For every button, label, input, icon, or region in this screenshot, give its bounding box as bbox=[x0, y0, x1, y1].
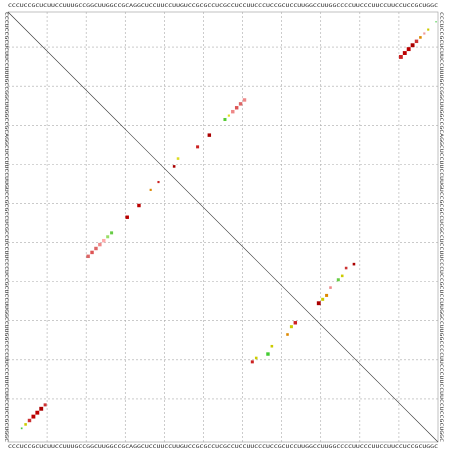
dot bbox=[238, 102, 243, 106]
dot bbox=[98, 242, 102, 247]
dot bbox=[340, 274, 344, 278]
dot bbox=[352, 262, 356, 266]
dot bbox=[423, 32, 426, 35]
dot bbox=[35, 410, 40, 415]
dot bbox=[242, 98, 247, 102]
sequence-bottom: CCCUCCGCUCUUCCUUUGCCGGCUUGGCCGCAGGCUCCUU… bbox=[8, 444, 439, 449]
dot bbox=[321, 297, 325, 301]
dot bbox=[270, 344, 274, 348]
dot bbox=[266, 352, 270, 356]
dot bbox=[419, 36, 422, 39]
dot bbox=[325, 293, 329, 297]
dot bbox=[398, 55, 403, 59]
sequence-top: CCCUCCGCUCUUCCUUUGCCGGCUUGGCCGCAGGCUCCUU… bbox=[8, 3, 439, 8]
dot bbox=[231, 109, 235, 114]
dot bbox=[316, 301, 321, 306]
dot bbox=[402, 51, 407, 55]
dot bbox=[336, 278, 340, 282]
dot bbox=[137, 203, 141, 208]
dot bbox=[24, 423, 27, 426]
dot bbox=[293, 321, 298, 325]
plot-frame bbox=[7, 11, 439, 443]
dot bbox=[110, 231, 114, 235]
dot bbox=[234, 106, 239, 110]
diagonal bbox=[7, 11, 439, 443]
dot bbox=[435, 21, 437, 23]
dot bbox=[223, 117, 227, 122]
dot bbox=[149, 188, 152, 191]
dot bbox=[31, 414, 36, 419]
dot bbox=[27, 418, 32, 423]
dot bbox=[414, 39, 419, 44]
dot bbox=[176, 157, 180, 160]
dot bbox=[94, 246, 98, 251]
dot bbox=[254, 356, 258, 360]
dot bbox=[289, 325, 293, 329]
dot bbox=[86, 254, 90, 259]
dot bbox=[125, 215, 129, 219]
dot bbox=[20, 427, 23, 430]
dot bbox=[157, 180, 160, 184]
dot bbox=[106, 235, 110, 239]
dot bbox=[207, 133, 212, 137]
dot bbox=[90, 250, 94, 255]
dot bbox=[410, 43, 415, 48]
dot bbox=[43, 403, 47, 407]
dot bbox=[286, 333, 289, 336]
dot bbox=[344, 266, 348, 270]
sequence-left: CCCUCCGCUCUUCCUUUGCCGGCUUGGCCGCAGGCUCCUU… bbox=[4, 12, 9, 443]
dot bbox=[196, 145, 200, 149]
sequence-right: CCCUCCGCUCUUCCUUUGCCGGCUUGGCCGCAGGCUCCUU… bbox=[439, 12, 444, 443]
dot bbox=[250, 360, 254, 364]
dot bbox=[172, 165, 176, 168]
dot bbox=[329, 286, 332, 289]
dot bbox=[406, 47, 411, 52]
dot bbox=[227, 114, 230, 117]
dot bbox=[39, 406, 44, 411]
dot bbox=[427, 28, 430, 31]
dot bbox=[102, 238, 106, 243]
